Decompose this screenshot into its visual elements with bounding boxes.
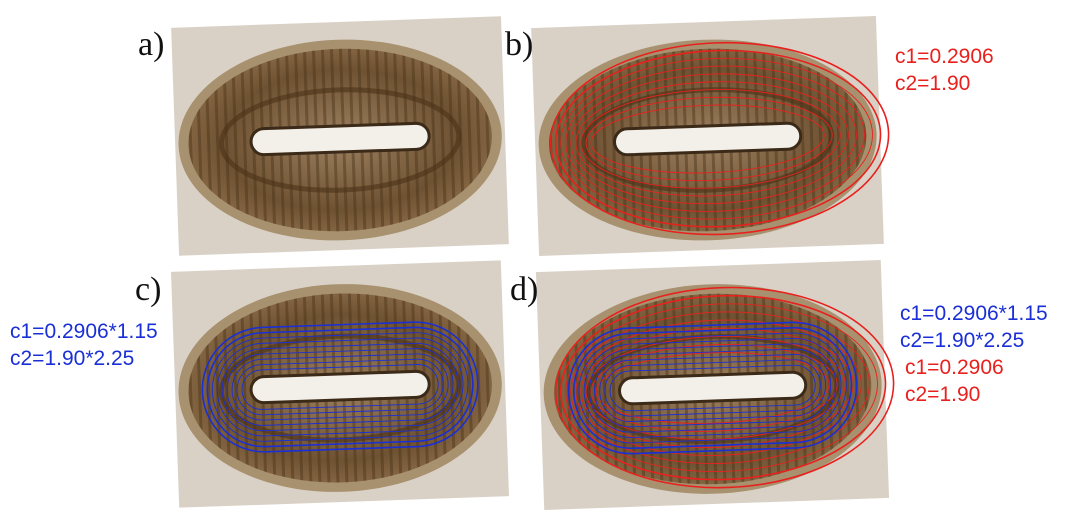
parameter-annotation: c1=0.2906*1.15 [10,320,158,343]
parameter-annotation: c1=0.2906 [895,45,994,68]
central-slot [619,372,806,404]
parameter-annotation: c2=1.90 [895,72,970,95]
central-slot [251,371,430,403]
specimen-image [171,260,509,507]
panel-label: b) [505,26,533,63]
panel-label: c) [135,271,161,308]
central-slot [614,123,801,155]
parameter-annotation: c2=1.90*2.25 [900,329,1024,352]
specimen-image [536,260,898,510]
central-slot [251,123,430,155]
parameter-annotation: c1=0.2906*1.15 [900,302,1048,325]
parameter-annotation: c1=0.2906 [905,356,1004,379]
figure: a) b) c1=0.2906 c2=1.90 c) c1=0.2906*1.15 c2=1… [0,0,1083,519]
panels: a) b) c1=0.2906 c2=1.90 c) c1=0.2906*1.15 c2=1… [10,16,1048,510]
specimen-image [531,16,892,256]
parameter-annotation: c2=1.90*2.25 [10,347,134,370]
specimen-image [171,16,509,255]
panel-label: a) [138,26,164,63]
panel-label: d) [510,271,538,308]
parameter-annotation: c2=1.90 [905,383,980,406]
